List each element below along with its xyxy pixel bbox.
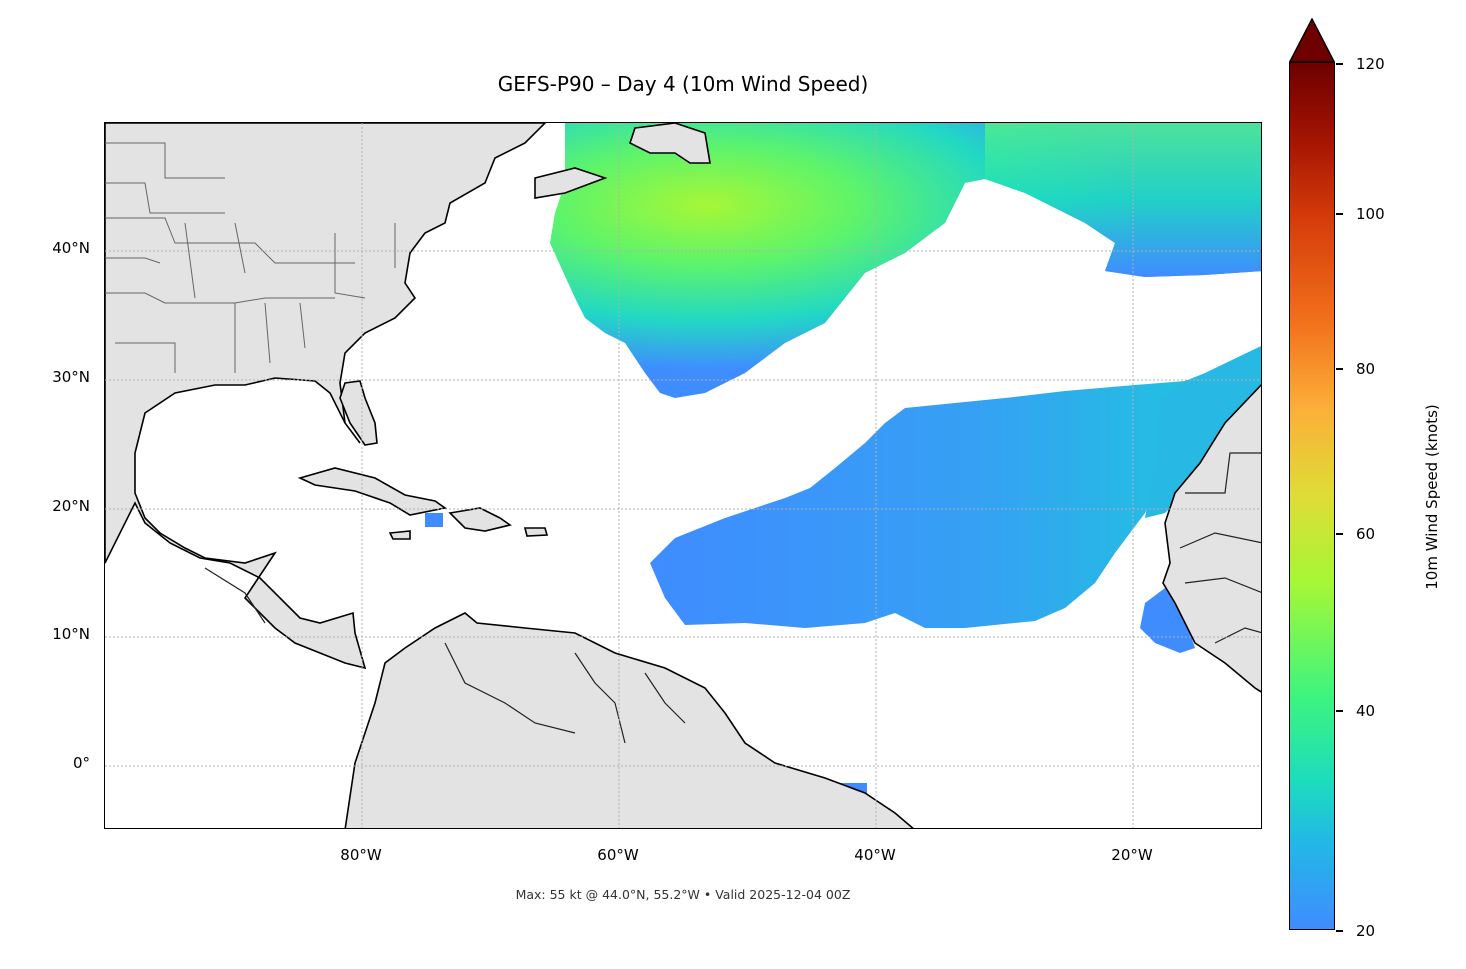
colorbar-tick [1336,533,1343,535]
colorbar [1289,62,1335,930]
country-borders [204,452,1261,744]
land-west-africa [1162,383,1261,693]
y-tick-label: 20°N [52,497,90,515]
y-tick-label: 30°N [52,368,90,386]
land-cuba [297,467,447,516]
colorbar-tick-label: 20 [1356,922,1376,940]
max-valid-annotation: Max: 55 kt @ 44.0°N, 55.2°W • Valid 2025… [515,887,851,902]
map-plot-area [104,122,1262,829]
colorbar-tick-label: 80 [1356,360,1376,378]
land-masses [105,123,1261,828]
colorbar-tick-label: 60 [1356,525,1376,543]
x-tick-label: 20°W [1111,846,1153,864]
land-north-america [105,123,547,670]
state-borders [105,142,396,373]
colorbar-tick [1336,368,1343,370]
y-tick-label: 10°N [52,625,90,643]
colorbar-tick [1336,63,1343,65]
chart-title: GEFS-P90 – Day 4 (10m Wind Speed) [497,72,869,96]
y-tick-label: 0° [72,754,90,772]
colorbar-tick [1336,930,1343,932]
x-tick-label: 60°W [597,846,639,864]
colorbar-tick [1336,213,1343,215]
x-tick-label: 80°W [340,846,382,864]
wind-field-canary [1145,345,1261,518]
colorbar-label: 10m Wind Speed (knots) [1423,404,1441,590]
y-tick-label: 40°N [52,239,90,257]
graticule [105,123,1261,828]
colorbar-tick-label: 40 [1356,702,1376,720]
wind-field-trade-belt [650,381,1185,628]
colorbar-tick [1336,710,1343,712]
colorbar-tick-label: 100 [1356,205,1385,223]
colorbar-tick-label: 120 [1356,55,1385,73]
land-south-america [344,612,914,828]
x-tick-label: 40°W [854,846,896,864]
colorbar-extend-arrow [1289,18,1335,62]
map-canvas [105,123,1261,828]
